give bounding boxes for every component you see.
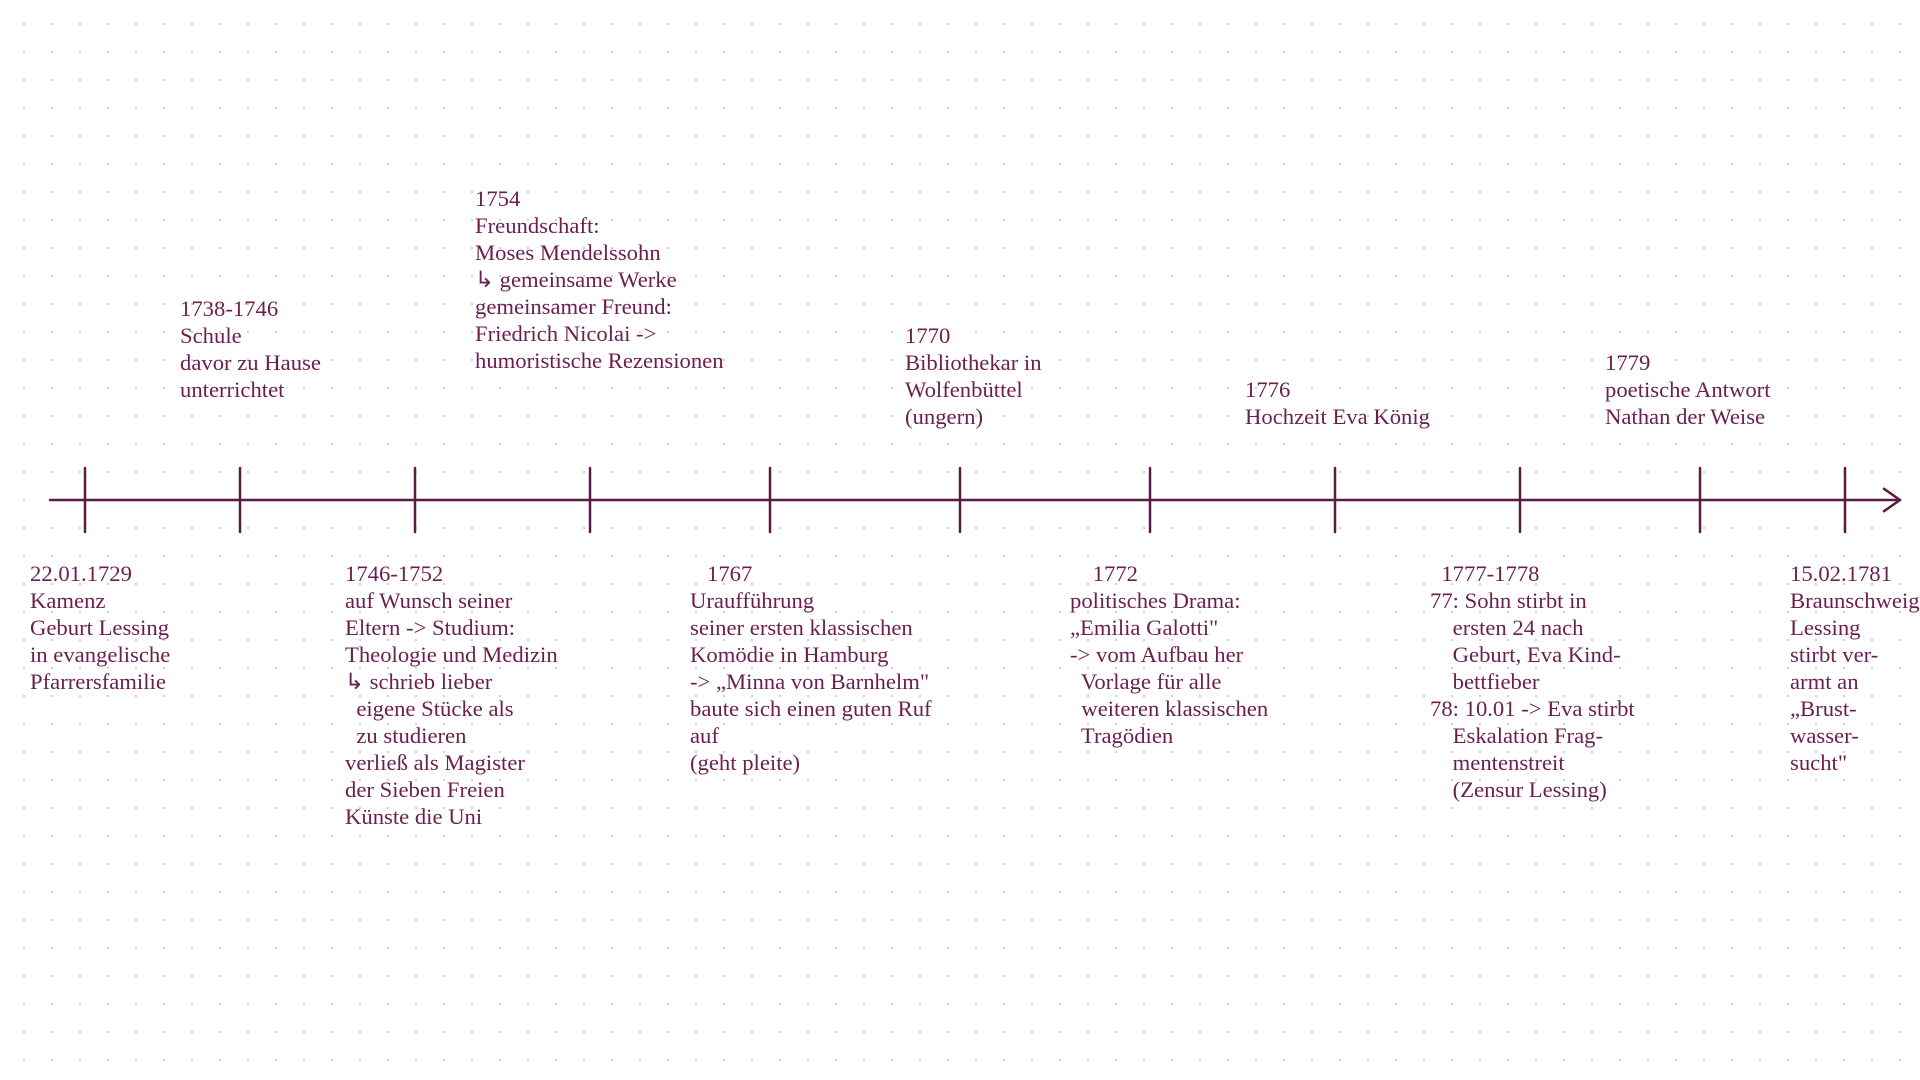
timeline-note-above: 1754 Freundschaft: Moses Mendelssohn ↳ g… — [475, 185, 724, 374]
timeline-note-below: 1777-1778 77: Sohn stirbt in ersten 24 n… — [1430, 560, 1635, 803]
timeline-note-above: 1770 Bibliothekar in Wolfenbüttel (unger… — [905, 322, 1042, 430]
timeline-note-below: 22.01.1729 Kamenz Geburt Lessing in evan… — [30, 560, 170, 695]
timeline-note-below: 15.02.1781 Braunschweig Lessing stirbt v… — [1790, 560, 1920, 776]
timeline-note-above: 1779 poetische Antwort Nathan der Weise — [1605, 349, 1771, 430]
timeline-diagram: 1738-1746 Schule davor zu Hause unterric… — [0, 0, 1920, 1080]
timeline-note-above: 1738-1746 Schule davor zu Hause unterric… — [180, 295, 321, 403]
timeline-axis — [0, 0, 1920, 1080]
timeline-note-below: 1772 politisches Drama: „Emilia Galotti"… — [1070, 560, 1268, 749]
timeline-note-below: 1746-1752 auf Wunsch seiner Eltern -> St… — [345, 560, 558, 830]
timeline-note-above: 1776 Hochzeit Eva König — [1245, 376, 1430, 430]
timeline-note-below: 1767 Uraufführung seiner ersten klassisc… — [690, 560, 932, 776]
